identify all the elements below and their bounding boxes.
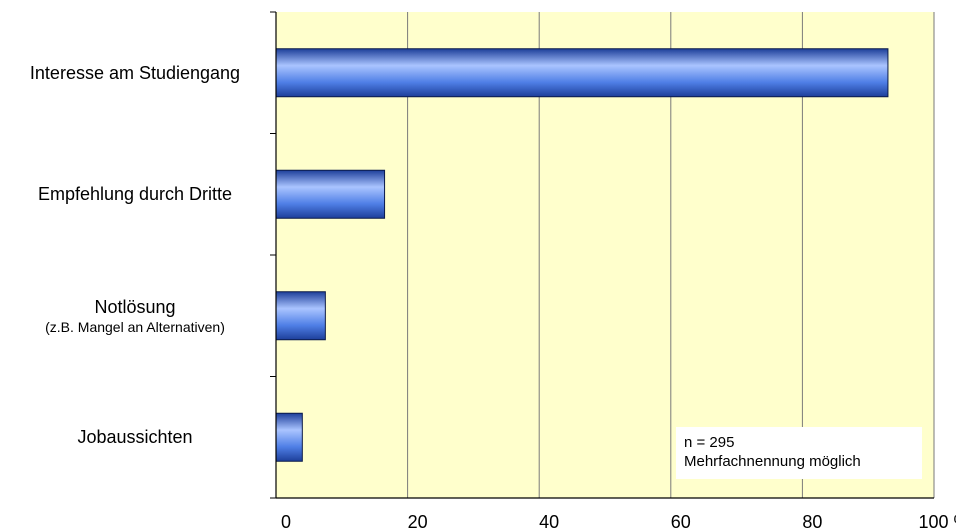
category-label-sub: (z.B. Mangel an Alternativen) (45, 318, 225, 335)
category-label-main: Interesse am Studiengang (29, 62, 241, 83)
x-tick-label: 0 (281, 512, 291, 532)
x-tick-label: 20 (408, 512, 428, 532)
x-tick-label: 80 (802, 512, 822, 532)
bar (275, 291, 326, 341)
annotation-sample-size: n = 295 (684, 434, 735, 451)
category-label: Interesse am Studiengang (4, 62, 266, 84)
category-label: Jobaussichten (4, 426, 266, 448)
category-label-main: Notlösung (94, 296, 176, 317)
x-tick-labels: 0 20 40 60 80 100 % (281, 512, 956, 532)
category-label: Notlösung (z.B. Mangel an Alternativen) (4, 296, 266, 336)
x-tick-label: 60 (671, 512, 691, 532)
category-label-main: Empfehlung durch Dritte (37, 184, 233, 205)
category-label: Empfehlung durch Dritte (4, 183, 266, 205)
annotation-box: n = 295 Mehrfachnennung möglich (676, 427, 922, 479)
x-tick-label: 40 (539, 512, 559, 532)
annotation-multiple-answers: Mehrfachnennung möglich (684, 453, 861, 470)
axes (270, 11, 934, 499)
bar (275, 48, 889, 98)
bar (275, 169, 386, 219)
x-tick-label: 100 % (918, 512, 956, 532)
bar (275, 412, 303, 462)
category-label-main: Jobaussichten (77, 427, 193, 448)
